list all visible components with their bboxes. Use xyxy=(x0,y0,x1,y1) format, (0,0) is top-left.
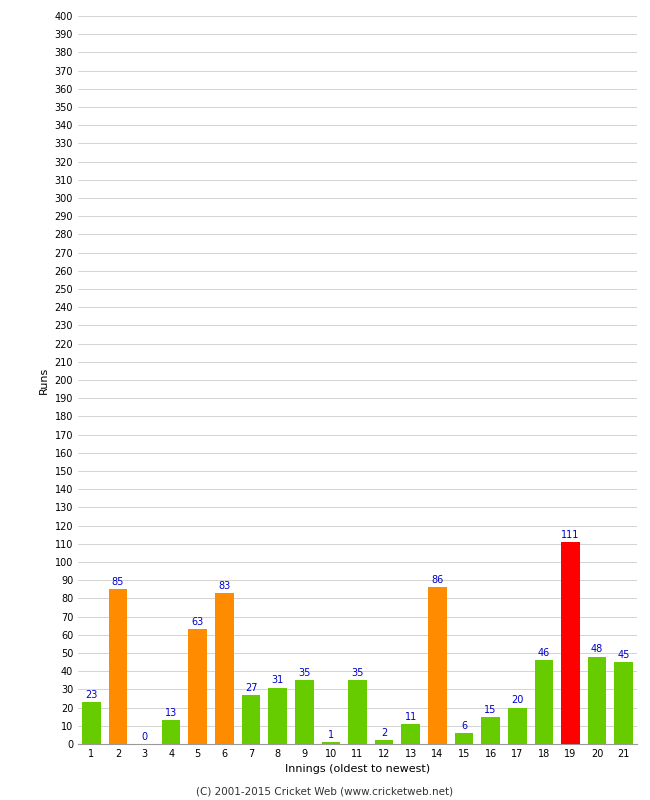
Bar xyxy=(481,717,500,744)
Text: 45: 45 xyxy=(618,650,630,660)
Text: (C) 2001-2015 Cricket Web (www.cricketweb.net): (C) 2001-2015 Cricket Web (www.cricketwe… xyxy=(196,786,454,796)
Text: 23: 23 xyxy=(85,690,98,700)
Bar xyxy=(82,702,101,744)
Text: 0: 0 xyxy=(142,732,148,742)
Text: 1: 1 xyxy=(328,730,334,740)
Bar xyxy=(322,742,340,744)
Bar xyxy=(295,680,313,744)
Bar xyxy=(534,660,553,744)
Text: 15: 15 xyxy=(484,705,497,714)
Bar xyxy=(375,740,393,744)
Bar xyxy=(109,590,127,744)
Bar xyxy=(188,630,207,744)
X-axis label: Innings (oldest to newest): Innings (oldest to newest) xyxy=(285,765,430,774)
Text: 13: 13 xyxy=(165,708,177,718)
Text: 31: 31 xyxy=(272,675,284,686)
Y-axis label: Runs: Runs xyxy=(39,366,49,394)
Text: 27: 27 xyxy=(245,682,257,693)
Bar xyxy=(614,662,633,744)
Bar xyxy=(402,724,420,744)
Text: 35: 35 xyxy=(298,668,311,678)
Bar xyxy=(428,587,447,744)
Bar xyxy=(588,657,606,744)
Bar xyxy=(561,542,580,744)
Bar xyxy=(348,680,367,744)
Text: 86: 86 xyxy=(431,575,443,586)
Text: 20: 20 xyxy=(511,695,523,706)
Text: 46: 46 xyxy=(538,648,550,658)
Bar xyxy=(508,707,526,744)
Text: 63: 63 xyxy=(192,617,204,627)
Text: 85: 85 xyxy=(112,577,124,587)
Bar xyxy=(268,687,287,744)
Text: 35: 35 xyxy=(351,668,364,678)
Bar xyxy=(162,720,181,744)
Bar xyxy=(454,733,473,744)
Bar xyxy=(215,593,234,744)
Bar xyxy=(242,695,261,744)
Text: 11: 11 xyxy=(404,712,417,722)
Text: 2: 2 xyxy=(381,728,387,738)
Text: 83: 83 xyxy=(218,581,231,590)
Text: 48: 48 xyxy=(591,645,603,654)
Text: 111: 111 xyxy=(561,530,580,540)
Text: 6: 6 xyxy=(461,721,467,731)
